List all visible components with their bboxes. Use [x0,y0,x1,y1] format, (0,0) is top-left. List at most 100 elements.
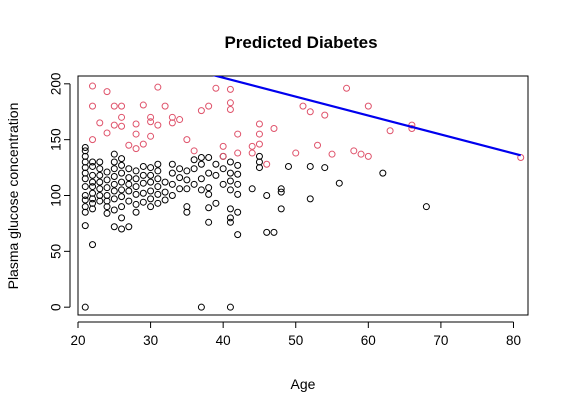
data-point [386,127,394,135]
data-point [89,158,97,166]
y-axis-label: Plasma glucose concentration [5,103,21,290]
data-point [226,186,234,194]
data-point [234,180,242,188]
data-point [161,196,169,204]
y-tick-label: 150 [49,128,64,151]
data-point [168,160,176,168]
x-axis-label: Age [291,376,316,392]
data-point [161,178,169,186]
data-point [125,180,133,188]
data-point [234,170,242,178]
data-point [147,118,155,126]
x-tick-label: 30 [143,333,158,348]
data-point [147,113,155,121]
data-point [103,88,111,96]
data-point [314,141,322,149]
data-point [154,83,162,91]
data-point [234,149,242,157]
data-point [226,177,234,185]
data-point [110,165,118,173]
data-point [190,147,198,155]
data-point [147,178,155,186]
data-point [96,158,104,166]
data-point [226,169,234,177]
data-point [168,180,176,188]
data-point [205,154,213,162]
data-point [96,119,104,127]
data-point [132,167,140,175]
data-point [118,113,126,121]
data-point [270,228,278,236]
data-point [226,214,234,222]
data-point [81,203,89,211]
data-point [132,183,140,191]
data-point [81,196,89,204]
y-tick-label: 0 [49,303,64,311]
data-point [110,180,118,188]
data-point [103,129,111,137]
data-point [89,136,97,144]
data-point [89,178,97,186]
data-point [89,102,97,110]
data-point [147,132,155,140]
data-point [139,171,147,179]
data-point [197,160,205,168]
data-point [183,185,191,193]
data-point [197,303,205,311]
data-point [226,85,234,93]
data-point [110,173,118,181]
data-point [263,228,271,236]
data-point [299,102,307,110]
y-axis: 0 50 100 150 200 [49,73,71,311]
data-point [89,183,97,191]
data-point [219,180,227,188]
data-point [154,199,162,207]
data-point [306,162,314,170]
plot-area [77,75,529,316]
data-point [255,120,263,128]
data-point [205,169,213,177]
data-point [212,84,220,92]
data-point [176,116,184,124]
x-tick-label: 80 [506,333,521,348]
data-point [234,190,242,198]
data-point [154,190,162,198]
data-point [147,171,155,179]
data-point [118,102,126,110]
data-point [103,209,111,217]
y-tick-label: 200 [49,73,64,96]
data-point [154,167,162,175]
data-point [89,82,97,90]
data-point [226,99,234,107]
y-tick-label: 50 [49,244,64,259]
data-point [161,102,169,110]
data-point [234,161,242,169]
data-point [125,197,133,205]
data-point [110,223,118,231]
data-point [219,142,227,150]
data-point [248,142,256,150]
data-point [118,178,126,186]
data-point [147,203,155,211]
x-tick-label: 60 [361,333,376,348]
data-point [205,190,213,198]
data-point [168,169,176,177]
data-point [118,122,126,130]
data-point [139,140,147,148]
data-point [350,147,358,155]
data-point [321,164,329,172]
data-point [263,192,271,199]
data-point [147,187,155,195]
data-point [139,162,147,170]
data-point [226,158,234,166]
data-point [226,106,234,113]
data-point [190,180,198,188]
data-point [147,164,155,172]
data-point [197,186,205,194]
data-point [89,199,97,207]
x-tick-label: 70 [433,333,448,348]
data-point [263,160,271,168]
data-point [226,303,234,311]
data-point [139,179,147,187]
